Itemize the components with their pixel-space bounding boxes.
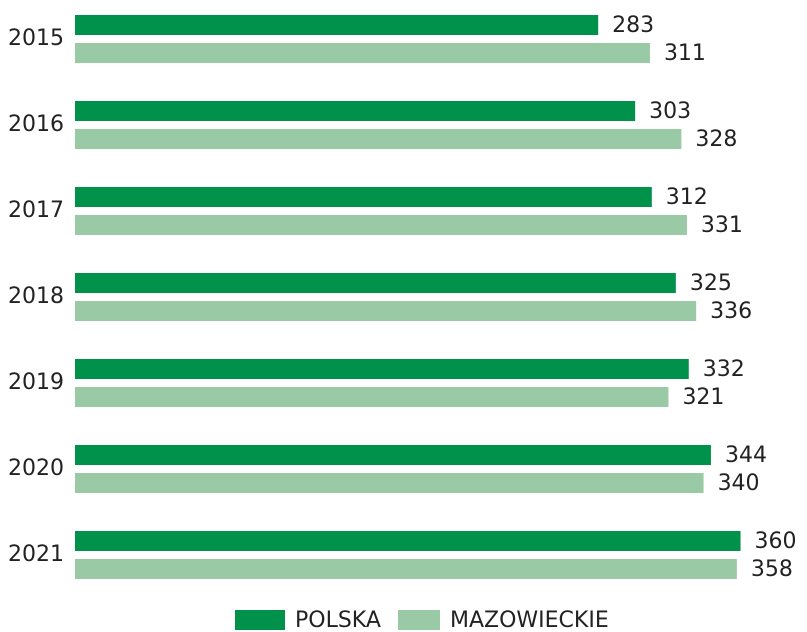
bar: [75, 359, 689, 379]
y-tick-label: 2017: [8, 198, 64, 223]
y-tick-label: 2018: [8, 284, 64, 309]
bar: [75, 101, 636, 121]
y-tick-label: 2015: [8, 26, 64, 51]
y-tick-label: 2016: [8, 112, 64, 137]
legend-swatch: [398, 610, 440, 630]
value-label: 331: [701, 213, 743, 238]
value-label: 340: [718, 471, 760, 496]
bar: [75, 531, 741, 551]
value-label: 358: [751, 557, 793, 582]
value-label: 336: [710, 299, 752, 324]
legend-label: POLSKA: [295, 608, 381, 632]
bar: [75, 445, 711, 465]
value-label: 332: [703, 357, 745, 382]
value-label: 303: [649, 99, 691, 124]
bar: [75, 215, 687, 235]
bar: [75, 387, 669, 407]
y-tick-label: 2020: [8, 456, 64, 481]
y-tick-label: 2019: [8, 370, 64, 395]
value-label: 344: [725, 443, 767, 468]
bar: [75, 273, 676, 293]
bar: [75, 473, 704, 493]
value-label: 360: [755, 529, 797, 554]
value-label: 321: [682, 385, 724, 410]
bar: [75, 301, 697, 321]
legend-label: MAZOWIECKIE: [450, 608, 609, 632]
legend-swatch: [235, 610, 285, 630]
bar: [75, 559, 737, 579]
value-label: 283: [612, 13, 654, 38]
bar: [75, 187, 652, 207]
value-label: 328: [695, 127, 737, 152]
bar: [75, 129, 682, 149]
value-label: 311: [664, 41, 706, 66]
y-tick-label: 2021: [8, 542, 64, 567]
bar: [75, 15, 599, 35]
bar: [75, 43, 650, 63]
value-label: 325: [690, 271, 732, 296]
value-label: 312: [666, 185, 708, 210]
